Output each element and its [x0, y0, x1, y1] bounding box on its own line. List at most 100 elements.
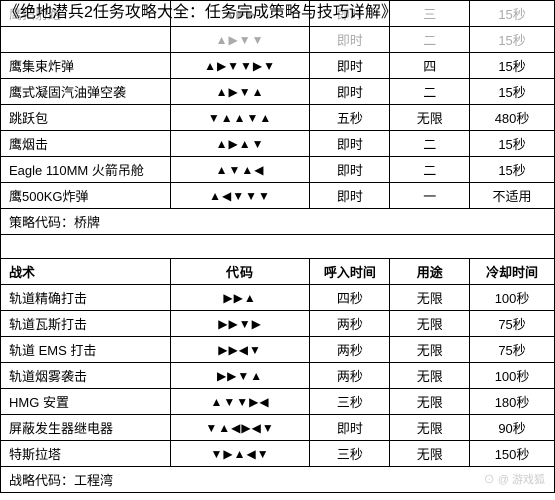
table-row: 特斯拉塔▼▶▲◀▼三秒无限150秒	[1, 441, 555, 467]
uses: 二	[390, 27, 470, 53]
uses: 三	[390, 1, 470, 27]
stratagem-name: 轨道 EMS 打击	[1, 337, 171, 363]
table-row	[1, 235, 555, 259]
call-time: 即时	[310, 79, 390, 105]
stratagem-name	[1, 27, 171, 53]
uses: 二	[390, 79, 470, 105]
watermark: ⊙ @ 游戏狐	[484, 471, 545, 487]
uses: 无限	[390, 441, 470, 467]
cooldown: 15秒	[470, 1, 555, 27]
call-time: 五秒	[310, 105, 390, 131]
stratagem-code: ▶▶◀▼	[170, 337, 310, 363]
stratagem-code: ▶▶▲	[170, 285, 310, 311]
cooldown: 100秒	[470, 285, 555, 311]
cooldown: 75秒	[470, 311, 555, 337]
stratagem-code: ▼▶▲◀▼	[170, 441, 310, 467]
uses: 二	[390, 157, 470, 183]
table-row: 鹰集束炸弹▲▶▼▼▶▼即时四15秒	[1, 53, 555, 79]
call-time: 即时	[310, 131, 390, 157]
header-cd: 冷却时间	[470, 259, 555, 285]
cooldown: 150秒	[470, 441, 555, 467]
table-row: 战术代码呼入时间用途冷却时间	[1, 259, 555, 285]
call-time: 即时	[310, 415, 390, 441]
stratagem-name: 鹰式凝固汽油弹空袭	[1, 79, 171, 105]
cooldown: 90秒	[470, 415, 555, 441]
uses: 无限	[390, 311, 470, 337]
stratagem-name: 轨道瓦斯打击	[1, 311, 171, 337]
table-row: 战略代码：工程湾	[1, 467, 555, 493]
stratagem-code: ▼▲▲▼▲	[170, 105, 310, 131]
stratagem-code: ▲▶▶	[170, 1, 310, 27]
stratagem-name: 屏蔽发生器继电器	[1, 415, 171, 441]
stratagem-code: ▲▼▲◀	[170, 157, 310, 183]
call-time: 三秒	[310, 441, 390, 467]
uses: 无限	[390, 337, 470, 363]
stratagem-code: ▲▶▼▲	[170, 79, 310, 105]
cooldown: 15秒	[470, 157, 555, 183]
cooldown: 15秒	[470, 53, 555, 79]
stratagem-code: ▶▶▼▶	[170, 311, 310, 337]
stratagem-name: 特斯拉塔	[1, 441, 171, 467]
header-code: 代码	[170, 259, 310, 285]
table-row: 屏蔽发生器继电器▼▲◀▶◀▼即时无限90秒	[1, 415, 555, 441]
stratagem-name: 鹰500KG炸弹	[1, 183, 171, 209]
stratagem-code: ▲▶▲▼	[170, 131, 310, 157]
uses: 四	[390, 53, 470, 79]
table-row: 鹰式凝固汽油弹空袭▲▶▼▲即时二15秒	[1, 79, 555, 105]
uses: 二	[390, 131, 470, 157]
uses: 无限	[390, 105, 470, 131]
call-time: 两秒	[310, 311, 390, 337]
header-time: 呼入时间	[310, 259, 390, 285]
table-row: HMG 安置▲▼▼▶◀三秒无限180秒	[1, 389, 555, 415]
table-row: 轨道精确打击▶▶▲四秒无限100秒	[1, 285, 555, 311]
uses: 无限	[390, 285, 470, 311]
call-time: 即时	[310, 157, 390, 183]
table-row: 鹰500KG炸弹▲◀▼▼▼即时一不适用	[1, 183, 555, 209]
call-time: 即时	[310, 27, 390, 53]
call-time: 两秒	[310, 337, 390, 363]
section-label: 战略代码：工程湾	[1, 467, 555, 493]
cooldown: 不适用	[470, 183, 555, 209]
call-time: 即时	[310, 183, 390, 209]
table-row: 跳跃包▼▲▲▼▲五秒无限480秒	[1, 105, 555, 131]
stratagem-name: HMG 安置	[1, 389, 171, 415]
header-name: 战术	[1, 259, 171, 285]
stratagem-name: 轨道精确打击	[1, 285, 171, 311]
call-time: 即时	[310, 53, 390, 79]
blank-row	[1, 235, 555, 259]
section-label: 策略代码：桥牌	[1, 209, 555, 235]
call-time: 三秒	[310, 389, 390, 415]
stratagem-name: 鹰扫射跑	[1, 1, 171, 27]
table-row: Eagle 110MM 火箭吊舱▲▼▲◀即时二15秒	[1, 157, 555, 183]
call-time: 即时	[310, 1, 390, 27]
stratagem-code: ▶▶▼▲	[170, 363, 310, 389]
header-use: 用途	[390, 259, 470, 285]
table-row: 轨道 EMS 打击▶▶◀▼两秒无限75秒	[1, 337, 555, 363]
uses: 无限	[390, 389, 470, 415]
uses: 一	[390, 183, 470, 209]
uses: 无限	[390, 363, 470, 389]
table-row: 轨道瓦斯打击▶▶▼▶两秒无限75秒	[1, 311, 555, 337]
uses: 无限	[390, 415, 470, 441]
stratagem-code: ▼▲◀▶◀▼	[170, 415, 310, 441]
table-row: ▲▶▼▼即时二15秒	[1, 27, 555, 53]
call-time: 两秒	[310, 363, 390, 389]
cooldown: 180秒	[470, 389, 555, 415]
stratagem-code: ▲▶▼▼	[170, 27, 310, 53]
call-time: 四秒	[310, 285, 390, 311]
table-row: 轨道烟雾袭击▶▶▼▲两秒无限100秒	[1, 363, 555, 389]
cooldown: 480秒	[470, 105, 555, 131]
stratagem-name: 轨道烟雾袭击	[1, 363, 171, 389]
stratagem-code: ▲◀▼▼▼	[170, 183, 310, 209]
cooldown: 100秒	[470, 363, 555, 389]
stratagem-code: ▲▶▼▼▶▼	[170, 53, 310, 79]
stratagem-code: ▲▼▼▶◀	[170, 389, 310, 415]
table-row: 策略代码：桥牌	[1, 209, 555, 235]
stratagem-name: 鹰集束炸弹	[1, 53, 171, 79]
stratagem-name: 鹰烟击	[1, 131, 171, 157]
cooldown: 15秒	[470, 131, 555, 157]
stratagem-name: Eagle 110MM 火箭吊舱	[1, 157, 171, 183]
table-row: 鹰扫射跑▲▶▶即时三15秒	[1, 1, 555, 27]
cooldown: 15秒	[470, 27, 555, 53]
stratagem-name: 跳跃包	[1, 105, 171, 131]
